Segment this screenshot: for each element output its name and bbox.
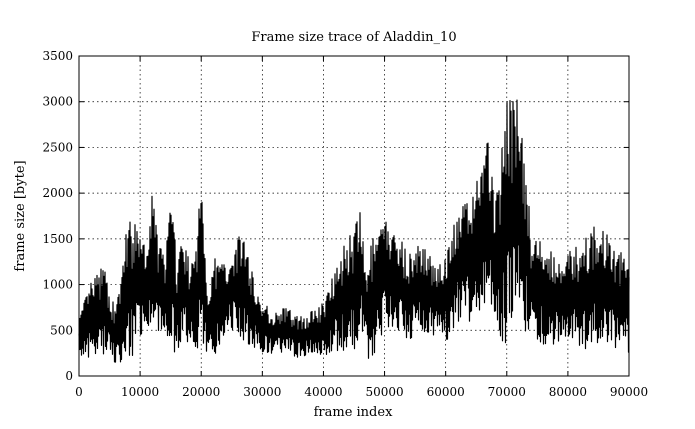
x-tick-label: 40000 xyxy=(304,385,342,399)
x-axis-label: frame index xyxy=(314,405,393,420)
y-tick-label: 500 xyxy=(50,323,73,337)
y-tick-label: 0 xyxy=(65,369,73,383)
chart-title: Frame size trace of Aladdin_10 xyxy=(251,30,456,45)
y-tick-label: 2500 xyxy=(42,140,73,154)
x-tick-label: 20000 xyxy=(182,385,220,399)
x-tick-label: 50000 xyxy=(365,385,403,399)
frame-size-line xyxy=(78,99,630,363)
y-tick-label: 3500 xyxy=(42,49,73,63)
y-tick-label: 3000 xyxy=(42,95,73,109)
x-tick-label: 10000 xyxy=(121,385,159,399)
plot-area xyxy=(78,55,630,377)
y-tick-label: 2000 xyxy=(42,186,73,200)
x-tick-labels: 0 10000 20000 30000 40000 50000 60000 70000 8000… xyxy=(75,385,648,399)
x-tick-label: 60000 xyxy=(427,385,465,399)
x-tick-label: 0 xyxy=(75,385,83,399)
series-trace xyxy=(78,99,630,363)
y-tick-label: 1000 xyxy=(42,278,73,292)
axis-ticks xyxy=(78,55,630,377)
y-axis-label: frame size [byte] xyxy=(13,160,28,271)
y-tick-label: 1500 xyxy=(42,232,73,246)
y-tick-labels: 0 500 1000 1500 2000 2500 3000 3500 xyxy=(42,49,73,383)
x-tick-label: 70000 xyxy=(488,385,526,399)
x-tick-label: 80000 xyxy=(549,385,587,399)
x-tick-label: 30000 xyxy=(243,385,281,399)
x-tick-label: 90000 xyxy=(610,385,648,399)
